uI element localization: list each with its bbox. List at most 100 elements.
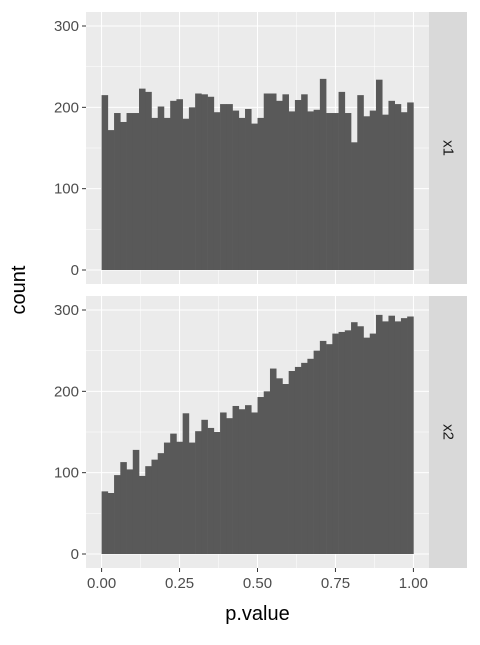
x-tick-label: 1.00 xyxy=(399,575,428,592)
histogram-bar xyxy=(276,378,283,554)
histogram-bar xyxy=(195,93,202,270)
histogram-bar xyxy=(182,118,190,270)
histogram-bar xyxy=(332,113,339,270)
histogram-bar xyxy=(269,368,277,554)
histogram-bar xyxy=(120,462,127,554)
histogram-bar xyxy=(107,130,115,270)
histogram-bar xyxy=(363,116,371,270)
histogram-bar xyxy=(220,412,227,554)
histogram-bar xyxy=(332,333,339,554)
histogram-bar xyxy=(257,117,265,270)
histogram-bar xyxy=(238,117,246,270)
x-tick-label: 0.00 xyxy=(87,575,116,592)
histogram-bar xyxy=(145,466,152,554)
histogram-bar xyxy=(319,78,327,270)
histogram-bar xyxy=(238,409,246,554)
histogram-bar xyxy=(220,104,227,270)
histogram-bar xyxy=(163,442,171,554)
histogram-bar xyxy=(114,475,121,554)
histogram-bar xyxy=(151,117,159,270)
histogram-bar xyxy=(101,95,109,270)
histogram-bar xyxy=(344,113,352,270)
histogram-bar xyxy=(213,432,221,554)
x-tick-label: 0.75 xyxy=(321,575,350,592)
histogram-bar xyxy=(326,113,333,270)
histogram-bar xyxy=(207,427,215,554)
histogram-bar xyxy=(388,315,395,554)
histogram-bar xyxy=(170,433,177,554)
histogram-bar xyxy=(226,418,233,554)
histogram-bar xyxy=(213,112,221,270)
histogram-bar xyxy=(319,340,327,554)
histogram-bar xyxy=(232,110,240,270)
histogram-bar xyxy=(400,112,408,270)
histogram-bar xyxy=(163,117,171,270)
histogram-bar xyxy=(407,316,414,554)
histogram-bar xyxy=(276,100,283,271)
histogram-bar xyxy=(269,93,277,270)
y-tick-label: 0 xyxy=(71,546,79,563)
histogram-bar xyxy=(176,441,183,554)
histogram-bar xyxy=(382,321,389,554)
y-tick-label: 300 xyxy=(54,18,79,35)
histogram-bar xyxy=(232,405,240,554)
histogram-bar xyxy=(400,318,408,554)
histogram-bar xyxy=(301,94,308,270)
y-tick-label: 300 xyxy=(54,302,79,319)
histogram-bar xyxy=(157,453,165,554)
histogram-bar xyxy=(120,121,127,271)
x-tick-label: 0.25 xyxy=(165,575,194,592)
histogram-bar xyxy=(388,100,395,271)
histogram-bar xyxy=(369,110,377,270)
histogram-bar xyxy=(188,442,196,554)
histogram-bar xyxy=(307,111,314,271)
histogram-bar xyxy=(326,344,333,554)
histogram-bar xyxy=(207,96,215,270)
histogram-bar xyxy=(382,114,389,270)
histogram-bar xyxy=(363,337,371,554)
histogram-bar xyxy=(132,113,140,270)
histogram-bar xyxy=(394,321,402,554)
histogram-bar xyxy=(307,358,314,554)
histogram-bar xyxy=(313,350,321,554)
histogram-bar xyxy=(351,142,358,270)
histogram-bar xyxy=(188,107,196,270)
facet-strip-label: x2 xyxy=(440,424,457,440)
histogram-bar xyxy=(351,322,358,554)
histogram-bar xyxy=(195,431,202,554)
histogram-bar xyxy=(251,412,258,554)
histogram-bar xyxy=(114,113,121,270)
histogram-bar xyxy=(139,475,146,554)
histogram-bar xyxy=(201,94,208,270)
y-tick-label: 100 xyxy=(54,465,79,482)
histogram-bar xyxy=(245,405,252,554)
histogram-bar xyxy=(369,333,377,554)
histogram-bar xyxy=(101,491,109,554)
histogram-bar xyxy=(170,100,177,271)
histogram-bar xyxy=(132,449,140,554)
histogram-bar xyxy=(107,493,115,554)
histogram-bar xyxy=(338,331,346,554)
facet-strip-x2 xyxy=(429,296,467,568)
histogram-bar xyxy=(357,95,364,270)
histogram-bar xyxy=(139,88,146,270)
histogram-bar xyxy=(126,113,134,270)
histogram-bar xyxy=(157,106,165,271)
y-tick-label: 0 xyxy=(71,262,79,279)
y-tick-label: 200 xyxy=(54,383,79,400)
histogram-bar xyxy=(294,366,302,554)
histogram-bar xyxy=(375,314,383,554)
histogram-bar xyxy=(182,413,190,554)
histogram-bar xyxy=(338,91,346,270)
facet-strip-x1 xyxy=(429,12,467,284)
x-tick-label: 0.50 xyxy=(243,575,272,592)
histogram-bar xyxy=(344,330,352,554)
histogram-bar xyxy=(301,362,308,554)
histogram-bar xyxy=(263,391,271,554)
histogram-bar xyxy=(394,104,402,270)
histogram-bar xyxy=(375,79,383,271)
histogram-bar xyxy=(357,326,364,554)
histogram-bar xyxy=(407,102,414,270)
